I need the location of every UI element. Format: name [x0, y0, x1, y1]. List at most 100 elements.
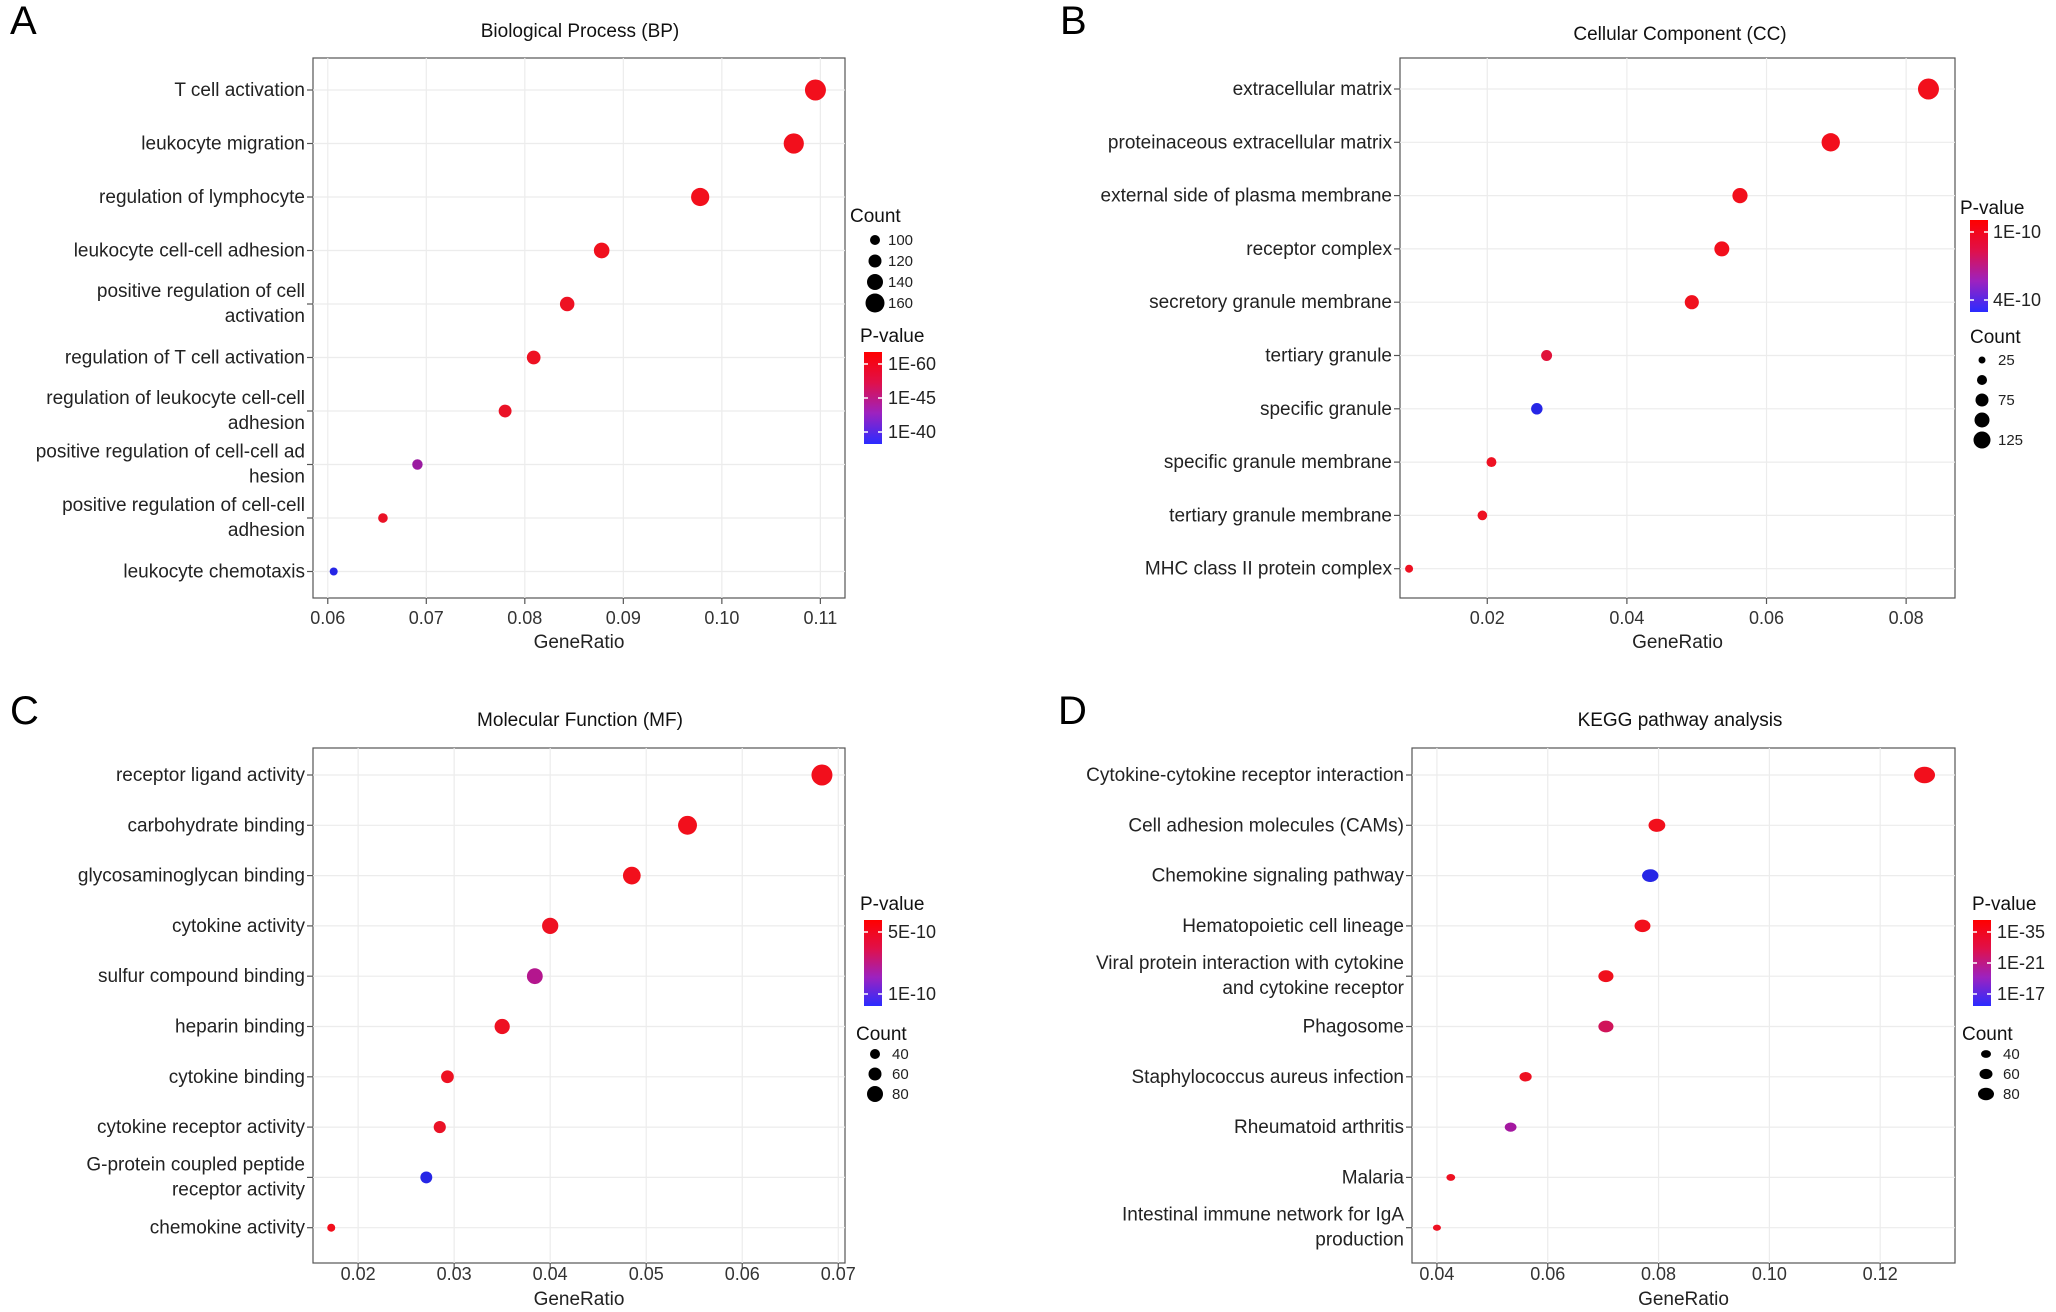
size-legend-title: Count	[1962, 1024, 2013, 1045]
x-tick-label: 0.06	[1530, 1264, 1565, 1284]
x-tick-label: 0.04	[1419, 1264, 1454, 1284]
data-point	[1914, 766, 1936, 784]
size-legend-label: 80	[2003, 1086, 2020, 1103]
panel-c: C Molecular Function (MF) 0.02 0.03 0.04 0.05…	[10, 689, 936, 1310]
color-legend-label: 1E-21	[1997, 953, 2045, 973]
color-legend-label: 1E-40	[888, 422, 936, 442]
category-label: G-protein coupled peptide	[86, 1154, 305, 1175]
panel-d: D KEGG pathway analysis 0.04 0.06 0.08 0.10 0.…	[1058, 689, 2045, 1310]
size-legend-label: 160	[888, 295, 913, 312]
size-legend-label: 100	[888, 232, 913, 249]
color-legend-label: 1E-10	[888, 984, 936, 1004]
size-legend-title: Count	[850, 206, 901, 227]
x-tick-label: 0.02	[341, 1264, 376, 1284]
size-legend-title: Count	[1970, 327, 2021, 348]
category-label: receptor complex	[1246, 239, 1392, 260]
data-point	[1598, 1020, 1614, 1033]
panel-letter: B	[1060, 0, 1087, 43]
size-legend-label: 60	[2003, 1066, 2020, 1083]
data-point	[593, 242, 610, 259]
data-point	[542, 917, 559, 935]
size-legend-dot	[870, 1049, 880, 1059]
category-label: extracellular matrix	[1233, 79, 1393, 100]
size-legend-dot	[868, 1067, 882, 1081]
panel-a: A Biological Process (BP) 0.06 0.07 0.08 0.09…	[10, 0, 936, 653]
size-legend-dot	[1977, 375, 1987, 385]
category-label: Hematopoietic cell lineage	[1182, 916, 1404, 937]
color-legend-label: 5E-10	[888, 922, 936, 942]
size-legend-dot	[1974, 412, 1990, 428]
color-legend-label: 1E-60	[888, 354, 936, 374]
size-legend-label: 25	[1998, 352, 2015, 369]
size-legend-dot	[1979, 1068, 1993, 1080]
data-point	[433, 1121, 446, 1134]
category-label: production	[1315, 1230, 1404, 1251]
color-legend-title: P-value	[1960, 198, 2024, 219]
category-label: tertiary granule membrane	[1169, 505, 1392, 526]
size-legend-dot	[865, 293, 885, 313]
data-point	[1446, 1173, 1456, 1181]
category-label: hesion	[249, 467, 305, 488]
category-label: cytokine binding	[169, 1067, 305, 1088]
data-point	[1504, 1122, 1517, 1132]
category-label: cytokine receptor activity	[97, 1117, 306, 1138]
data-point	[678, 815, 697, 835]
category-label: Staphylococcus aureus infection	[1132, 1067, 1405, 1088]
category-label: Malaria	[1342, 1167, 1405, 1188]
category-label: external side of plasma membrane	[1101, 186, 1392, 207]
data-point	[1648, 818, 1666, 832]
panel-title: KEGG pathway analysis	[1578, 710, 1783, 731]
data-point	[494, 1018, 510, 1035]
data-point	[441, 1070, 454, 1084]
category-label: adhesion	[228, 520, 305, 541]
x-tick-label: 0.09	[606, 608, 641, 628]
category-label: secretory granule membrane	[1149, 292, 1392, 313]
size-legend-dot	[1973, 431, 1991, 449]
data-point	[1405, 564, 1414, 573]
color-legend-title: P-value	[860, 894, 924, 915]
data-point	[559, 296, 575, 312]
size-legend-dot	[870, 235, 880, 245]
data-point	[526, 968, 543, 985]
size-legend-label: 125	[1998, 432, 2023, 449]
data-point	[1821, 133, 1840, 152]
size-legend-dot	[1981, 1050, 1991, 1058]
color-bar	[864, 920, 882, 1006]
panel-letter: A	[10, 0, 37, 43]
color-legend-title: P-value	[1972, 894, 2036, 915]
category-label: Chemokine signaling pathway	[1152, 866, 1405, 887]
category-label: heparin binding	[175, 1017, 305, 1038]
panel-letter: C	[10, 689, 39, 733]
size-legend-label: 120	[888, 253, 913, 270]
category-label: tertiary granule	[1265, 346, 1392, 367]
size-legend-dot	[867, 274, 883, 290]
x-axis-title: GeneRatio	[1638, 1289, 1729, 1310]
panel-b: B Cellular Component (CC) 0.02 0.04 0.06 0.08…	[1060, 0, 2041, 653]
x-tick-label: 0.06	[1749, 608, 1784, 628]
data-point	[412, 459, 423, 470]
data-point	[1917, 78, 1939, 100]
category-label: specific granule	[1260, 399, 1392, 420]
category-label: glycosaminoglycan binding	[78, 866, 305, 887]
category-label: Rheumatoid arthritis	[1234, 1117, 1404, 1138]
x-tick-label: 0.10	[704, 608, 739, 628]
size-legend-title: Count	[856, 1024, 907, 1045]
x-axis-title: GeneRatio	[1632, 632, 1723, 653]
color-legend-label: 4E-10	[1993, 290, 2041, 310]
data-point	[526, 350, 541, 365]
x-axis-title: GeneRatio	[534, 1289, 625, 1310]
data-point	[1432, 1224, 1441, 1231]
x-tick-label: 0.05	[629, 1264, 664, 1284]
category-label: leukocyte cell-cell adhesion	[74, 241, 305, 262]
x-tick-label: 0.06	[725, 1264, 760, 1284]
color-legend-label: 1E-45	[888, 388, 936, 408]
x-tick-label: 0.04	[533, 1264, 568, 1284]
category-label: Intestinal immune network for IgA	[1122, 1205, 1404, 1226]
data-point	[1598, 970, 1614, 983]
data-point	[1486, 457, 1497, 468]
category-label: cytokine activity	[172, 916, 306, 937]
data-point	[1684, 295, 1699, 310]
category-label: receptor ligand activity	[116, 765, 306, 786]
data-point	[1531, 403, 1543, 415]
